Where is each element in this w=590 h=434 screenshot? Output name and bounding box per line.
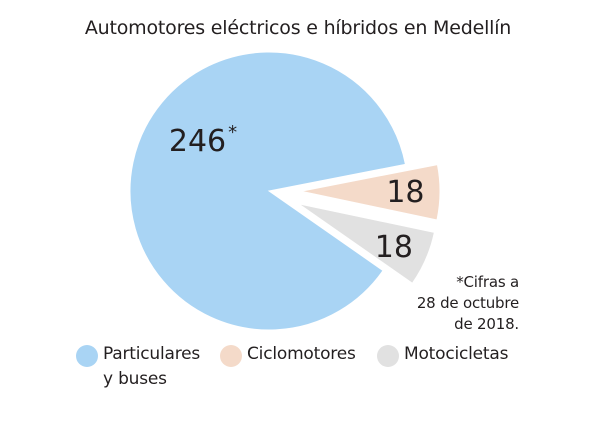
pie-slice-particulares-y-buses [129, 51, 407, 331]
legend-label-line: Particulares [103, 344, 201, 364]
footnote-marker: * [228, 122, 237, 143]
slice-value: 18 [375, 229, 413, 264]
pie-slice-motocicletas [298, 203, 435, 284]
legend-label: Motocicletas [404, 342, 508, 367]
footnote-line: *Cifras a [456, 273, 519, 291]
legend-swatch [76, 345, 98, 367]
legend-swatch [377, 345, 399, 367]
legend-label-line: Motocicletas [404, 344, 509, 364]
footnote-line: 28 de octubre [416, 294, 519, 312]
footnote: *Cifras a 28 de octubre de 2018. [398, 272, 519, 335]
slice-value: 18 [386, 175, 424, 210]
slice-value: 246 [169, 124, 226, 159]
slice-value-label: 246 * [169, 122, 237, 159]
chart-title: Automotores eléctricos e híbridos en Med… [84, 17, 512, 39]
legend-label: Ciclomotores [247, 342, 356, 367]
legend-swatch [220, 345, 242, 367]
slice-value-label: 18 [375, 229, 413, 264]
slice-value-label: 18 [386, 175, 424, 210]
legend-label: Particulares y buses [103, 342, 200, 392]
legend-label-line: y buses [103, 369, 167, 389]
legend: Particulares y buses Ciclomotores Motoci… [76, 342, 556, 402]
footnote-line: de 2018. [454, 315, 519, 333]
legend-label-line: Ciclomotores [247, 344, 356, 364]
pie-slice-ciclomotores [300, 163, 441, 221]
